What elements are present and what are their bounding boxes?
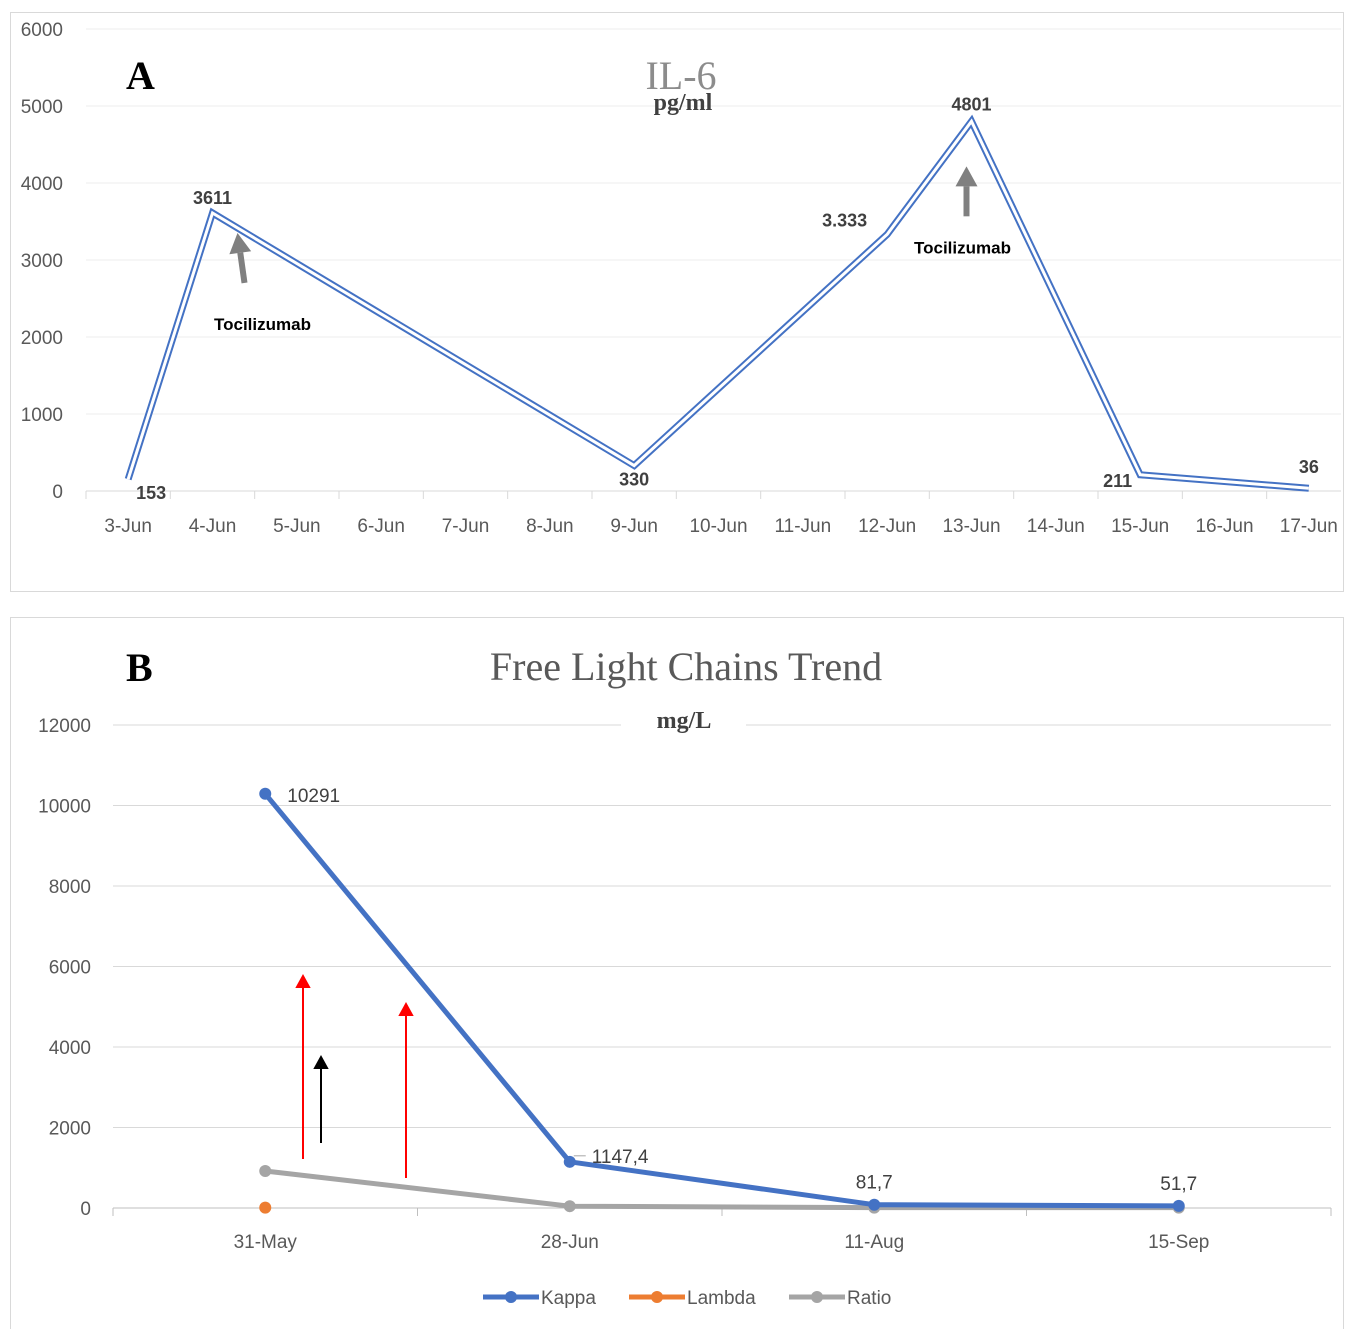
annotation-arrow-shaft	[237, 252, 248, 284]
chart-title: IL-6	[645, 53, 716, 98]
y-tick-label: 3000	[21, 251, 63, 272]
il6-x-axis: 3-Jun 4-Jun 5-Jun 6-Jun 7-Jun 8-Jun 9-Jun 10-Ju…	[85, 491, 1338, 537]
data-label: 3.333	[822, 210, 867, 230]
panel-letter: B	[126, 645, 153, 690]
chart-subtitle: pg/ml	[654, 90, 713, 116]
il6-chart: 0 1000 2000 3000 4000 5000 6000 3-Jun 4-Jun 5-Ju…	[21, 20, 1341, 537]
flc-chart-panel: 0 2000 4000 6000 8000 10000 12000 31-May 28-Jun…	[10, 617, 1344, 1329]
x-tick-label: 15-Jun	[1111, 516, 1169, 537]
annotation-label: Tocilizumab	[914, 238, 1011, 257]
y-tick-label: 4000	[49, 1038, 91, 1059]
y-tick-label: 0	[80, 1199, 91, 1220]
legend-label-lambda: Lambda	[687, 1288, 756, 1309]
il6-line-outer	[124, 114, 1310, 492]
data-label: 36	[1299, 457, 1319, 477]
marker-kappa	[868, 1198, 881, 1211]
y-tick-label: 8000	[49, 877, 91, 898]
legend-marker-kappa	[505, 1291, 517, 1303]
data-label: 330	[619, 470, 649, 490]
flc-annotations	[295, 974, 414, 1178]
x-tick-label: 17-Jun	[1280, 516, 1338, 537]
chart-legend: Kappa Lambda Ratio	[483, 1288, 891, 1309]
y-tick-label: 6000	[49, 958, 91, 979]
x-tick-label: 6-Jun	[357, 516, 405, 537]
annotation-arrow-head	[313, 1055, 329, 1069]
y-tick-label: 2000	[49, 1119, 91, 1140]
x-tick-label: 28-Jun	[541, 1232, 599, 1253]
x-tick-label: 16-Jun	[1195, 516, 1253, 537]
panel-letter: A	[126, 53, 155, 98]
marker-ratio	[563, 1200, 576, 1213]
data-label: 153	[136, 483, 166, 503]
y-tick-label: 2000	[21, 328, 63, 349]
legend-marker-lambda	[651, 1291, 663, 1303]
x-tick-label: 11-Aug	[844, 1232, 904, 1253]
x-tick-label: 14-Jun	[1027, 516, 1085, 537]
x-tick-label: 8-Jun	[526, 516, 574, 537]
x-tick-label: 10-Jun	[689, 516, 747, 537]
subtitle-backdrop	[621, 706, 746, 746]
x-tick-label: 13-Jun	[942, 516, 1000, 537]
y-tick-label: 6000	[21, 20, 63, 41]
chart-title: Free Light Chains Trend	[490, 644, 882, 689]
il6-data-labels: 153 3611 330 3.333 4801 211 36	[136, 94, 1319, 503]
marker-ratio	[259, 1164, 272, 1177]
x-tick-label: 7-Jun	[442, 516, 490, 537]
flc-y-axis: 0 2000 4000 6000 8000 10000 12000	[38, 716, 91, 1220]
data-label: 10291	[287, 786, 340, 807]
annotation-arrow-head	[398, 1002, 414, 1016]
annotation-arrow-head	[229, 232, 252, 255]
series-line-ratio	[262, 1168, 1182, 1211]
legend-marker-ratio	[811, 1291, 823, 1303]
il6-line-inner	[126, 118, 1309, 490]
flc-data-labels: 10291 1147,4 81,7 51,7	[287, 786, 1197, 1195]
x-tick-label: 15-Sep	[1148, 1232, 1209, 1253]
y-tick-label: 1000	[21, 405, 63, 426]
data-label: 3611	[193, 188, 232, 208]
flc-x-axis: 31-May 28-Jun 11-Aug 15-Sep	[112, 1208, 1332, 1253]
il6-y-axis: 0 1000 2000 3000 4000 5000 6000	[21, 20, 63, 503]
data-label: 81,7	[856, 1173, 893, 1194]
data-label: 4801	[951, 94, 991, 114]
legend-label-ratio: Ratio	[847, 1288, 891, 1309]
marker-kappa	[1172, 1199, 1185, 1212]
data-label: 51,7	[1160, 1174, 1197, 1195]
x-tick-label: 12-Jun	[858, 516, 916, 537]
il6-chart-panel: 0 1000 2000 3000 4000 5000 6000 3-Jun 4-Jun 5-Ju…	[10, 12, 1344, 592]
x-tick-label: 11-Jun	[774, 516, 831, 537]
y-tick-label: 12000	[38, 716, 91, 737]
y-tick-label: 4000	[21, 174, 63, 195]
data-label: 1147,4	[592, 1147, 649, 1168]
y-tick-label: 10000	[38, 797, 91, 818]
x-tick-label: 4-Jun	[189, 516, 237, 537]
y-tick-label: 0	[52, 482, 63, 503]
il6-gridlines	[86, 28, 1341, 492]
marker-lambda	[259, 1201, 272, 1214]
data-label: 211	[1103, 471, 1132, 491]
legend-label-kappa: Kappa	[541, 1288, 596, 1309]
annotation-label: Tocilizumab	[214, 315, 311, 334]
x-tick-label: 5-Jun	[273, 516, 321, 537]
series-line-kappa	[262, 791, 1182, 1209]
il6-annotations: Tocilizumab Tocilizumab	[214, 166, 1011, 334]
annotation-arrow-head	[295, 974, 311, 988]
chart-subtitle: mg/L	[657, 708, 712, 734]
x-tick-label: 9-Jun	[610, 516, 658, 537]
il6-series	[124, 114, 1310, 492]
annotation-arrow-head	[955, 166, 978, 187]
flc-chart: 0 2000 4000 6000 8000 10000 12000 31-May 28-Jun…	[38, 644, 1332, 1309]
x-tick-label: 3-Jun	[104, 516, 152, 537]
flc-series	[259, 787, 1185, 1214]
marker-kappa	[563, 1155, 576, 1168]
y-tick-label: 5000	[21, 97, 63, 118]
x-tick-label: 31-May	[234, 1232, 298, 1253]
marker-kappa	[259, 787, 272, 800]
